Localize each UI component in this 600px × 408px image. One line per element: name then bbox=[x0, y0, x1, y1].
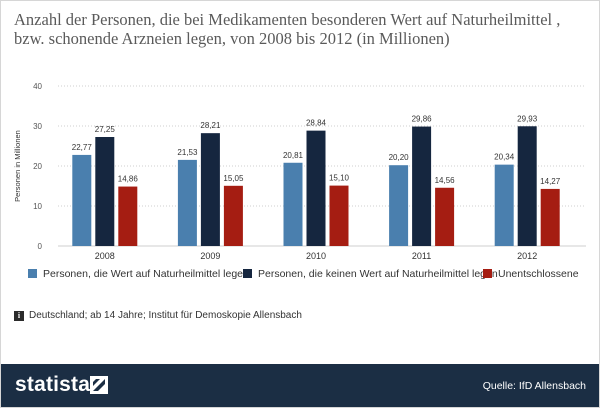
bar bbox=[412, 126, 432, 246]
bar bbox=[435, 187, 455, 246]
x-tick-label: 2012 bbox=[517, 251, 537, 261]
data-label: 28,84 bbox=[306, 119, 327, 128]
bar bbox=[389, 165, 409, 246]
bar bbox=[200, 133, 220, 246]
data-label: 29,93 bbox=[517, 114, 538, 123]
legend-label-kein-wert: Personen, die keinen Wert auf Naturheilm… bbox=[258, 268, 498, 280]
data-label: 14,86 bbox=[118, 175, 139, 184]
statista-logo-icon bbox=[90, 376, 108, 394]
footer-bar: statista Quelle: IfD Allensbach bbox=[1, 364, 599, 407]
legend-item-kein-wert[interactable]: Personen, die keinen Wert auf Naturheilm… bbox=[243, 268, 498, 280]
chart-title: Anzahl der Personen, die bei Medikamente… bbox=[14, 10, 561, 48]
bar bbox=[540, 188, 560, 246]
legend-label-naturheilmittel: Personen, die Wert auf Naturheilmittel l… bbox=[43, 268, 249, 280]
bar bbox=[517, 126, 537, 246]
bar bbox=[306, 130, 326, 246]
legend-label-unentschlossene: Unentschlossene bbox=[498, 268, 579, 280]
y-tick-label: 30 bbox=[33, 122, 42, 131]
source-text: Quelle: IfD Allensbach bbox=[482, 380, 586, 392]
data-label: 15,05 bbox=[223, 174, 244, 183]
bar bbox=[223, 185, 243, 246]
data-label: 14,27 bbox=[540, 177, 561, 186]
bar bbox=[177, 159, 197, 246]
info-icon[interactable]: i bbox=[14, 311, 24, 321]
bar bbox=[72, 154, 92, 246]
data-label: 15,10 bbox=[329, 174, 350, 183]
data-label: 20,81 bbox=[283, 151, 304, 160]
legend-swatch-kein-wert bbox=[243, 269, 252, 278]
data-label: 29,86 bbox=[412, 115, 433, 124]
bar bbox=[95, 137, 115, 246]
legend-swatch-naturheilmittel bbox=[28, 269, 37, 278]
data-label: 20,34 bbox=[494, 153, 515, 162]
source-note-text: Deutschland; ab 14 Jahre; Institut für D… bbox=[29, 310, 302, 321]
y-tick-label: 40 bbox=[33, 82, 42, 91]
legend-item-naturheilmittel[interactable]: Personen, die Wert auf Naturheilmittel l… bbox=[28, 268, 249, 280]
bar bbox=[329, 185, 349, 246]
bar bbox=[118, 186, 138, 246]
data-label: 22,77 bbox=[72, 143, 93, 152]
y-tick-label: 0 bbox=[38, 242, 43, 251]
data-label: 14,56 bbox=[435, 176, 456, 185]
x-tick-label: 2011 bbox=[412, 251, 431, 261]
data-label: 27,25 bbox=[95, 125, 116, 134]
data-label: 20,20 bbox=[389, 153, 410, 162]
source-note: i Deutschland; ab 14 Jahre; Institut für … bbox=[14, 310, 302, 321]
statista-logo[interactable]: statista bbox=[15, 373, 91, 396]
data-label: 28,21 bbox=[200, 121, 221, 130]
data-label: 21,53 bbox=[177, 148, 198, 157]
x-tick-label: 2010 bbox=[306, 251, 326, 261]
x-tick-label: 2008 bbox=[95, 251, 115, 261]
bar bbox=[283, 162, 303, 246]
y-tick-label: 20 bbox=[33, 162, 42, 171]
legend-swatch-unentschlossene bbox=[483, 269, 492, 278]
y-axis-label: Personen in Millionen bbox=[13, 130, 22, 202]
bar bbox=[494, 164, 514, 246]
y-tick-label: 10 bbox=[33, 202, 42, 211]
x-tick-label: 2009 bbox=[200, 251, 220, 261]
legend-item-unentschlossene[interactable]: Unentschlossene bbox=[483, 268, 579, 280]
